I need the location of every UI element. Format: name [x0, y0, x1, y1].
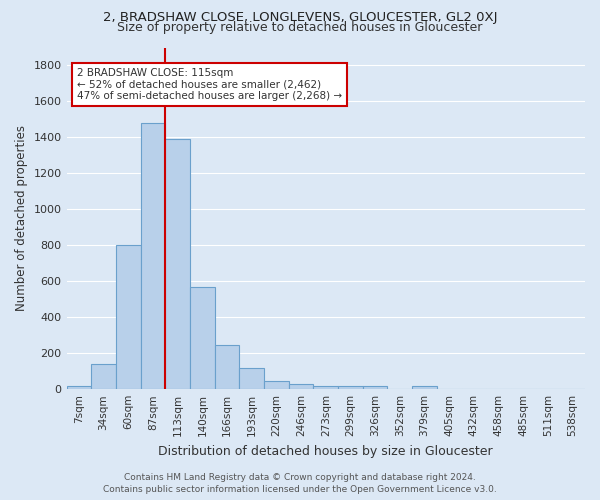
Text: 2 BRADSHAW CLOSE: 115sqm
← 52% of detached houses are smaller (2,462)
47% of sem: 2 BRADSHAW CLOSE: 115sqm ← 52% of detach…	[77, 68, 342, 101]
Bar	[363, 386, 388, 389]
Bar	[140, 123, 165, 389]
Bar	[338, 386, 363, 389]
Bar	[264, 381, 289, 389]
X-axis label: Distribution of detached houses by size in Gloucester: Distribution of detached houses by size …	[158, 444, 493, 458]
Text: Size of property relative to detached houses in Gloucester: Size of property relative to detached ho…	[118, 21, 482, 34]
Bar	[91, 364, 116, 389]
Bar	[289, 384, 313, 389]
Text: 2, BRADSHAW CLOSE, LONGLEVENS, GLOUCESTER, GL2 0XJ: 2, BRADSHAW CLOSE, LONGLEVENS, GLOUCESTE…	[103, 10, 497, 24]
Bar	[116, 246, 140, 389]
Bar	[190, 286, 215, 389]
Bar	[239, 368, 264, 389]
Text: Contains HM Land Registry data © Crown copyright and database right 2024.
Contai: Contains HM Land Registry data © Crown c…	[103, 473, 497, 494]
Bar	[215, 344, 239, 389]
Bar	[165, 139, 190, 389]
Y-axis label: Number of detached properties: Number of detached properties	[15, 126, 28, 312]
Bar	[67, 386, 91, 389]
Bar	[313, 386, 338, 389]
Bar	[412, 386, 437, 389]
